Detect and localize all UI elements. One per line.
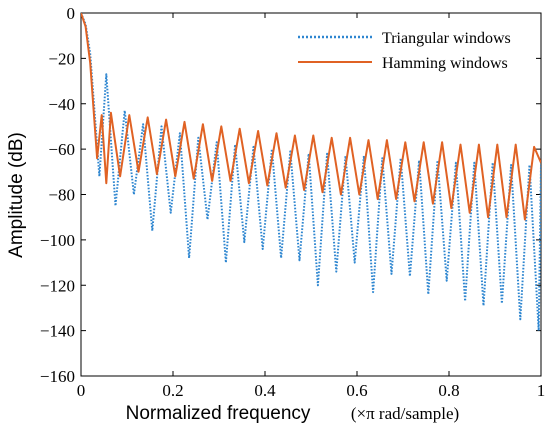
y-tick-label: −80 (48, 186, 75, 205)
x-tick-label: 0.2 (162, 381, 183, 400)
x-tick-label: 0.4 (254, 381, 276, 400)
y-axis-title: Amplitude (dB) (6, 132, 27, 258)
legend-label-hamming: Hamming windows (382, 55, 508, 72)
y-tick-label: −20 (48, 49, 75, 68)
legend-label-triangular: Triangular windows (382, 30, 511, 47)
y-tick-label: −100 (40, 231, 75, 250)
legend: Triangular windows Hamming windows (298, 30, 511, 72)
y-tick-label: −160 (40, 367, 75, 386)
x-axis-unit: (×π rad/sample) (351, 404, 459, 423)
series-layer (81, 13, 541, 332)
series-triangular-line (81, 13, 541, 332)
x-tick-label: 0 (77, 381, 86, 400)
y-tick-label: −60 (48, 140, 75, 159)
x-axis-title: Normalized frequency (126, 403, 311, 424)
axis-ticks: 0 0.2 0.4 0.6 0.8 1 0 −20 −40 −60 −80 −100 −120 −140 −… (40, 4, 545, 400)
x-tick-label: 0.8 (438, 381, 459, 400)
plot-area-frame (80, 12, 542, 377)
y-tick-label: −40 (48, 95, 75, 114)
x-tick-label: 0.6 (346, 381, 367, 400)
series-hamming-line (81, 13, 541, 221)
y-tick-label: 0 (67, 4, 76, 23)
x-tick-label: 1 (537, 381, 546, 400)
y-tick-label: −140 (40, 322, 75, 341)
y-tick-label: −120 (40, 276, 75, 295)
